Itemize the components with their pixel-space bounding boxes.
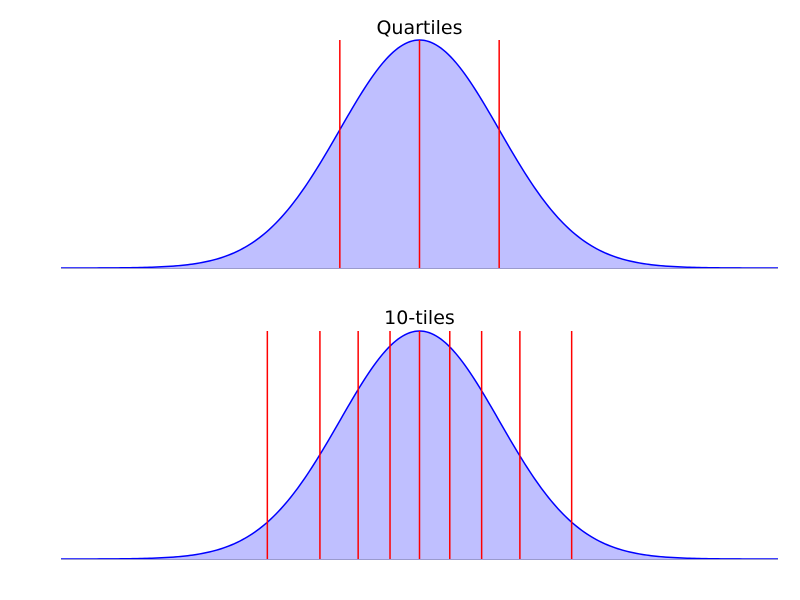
panel-title: Quartiles — [376, 17, 462, 39]
deciles-panel: 10-tiles — [61, 307, 778, 560]
quartiles-panel: Quartiles — [61, 17, 778, 269]
quantile-lines — [266, 331, 573, 559]
quantile-lines — [339, 40, 500, 268]
panel-title: 10-tiles — [384, 307, 455, 329]
